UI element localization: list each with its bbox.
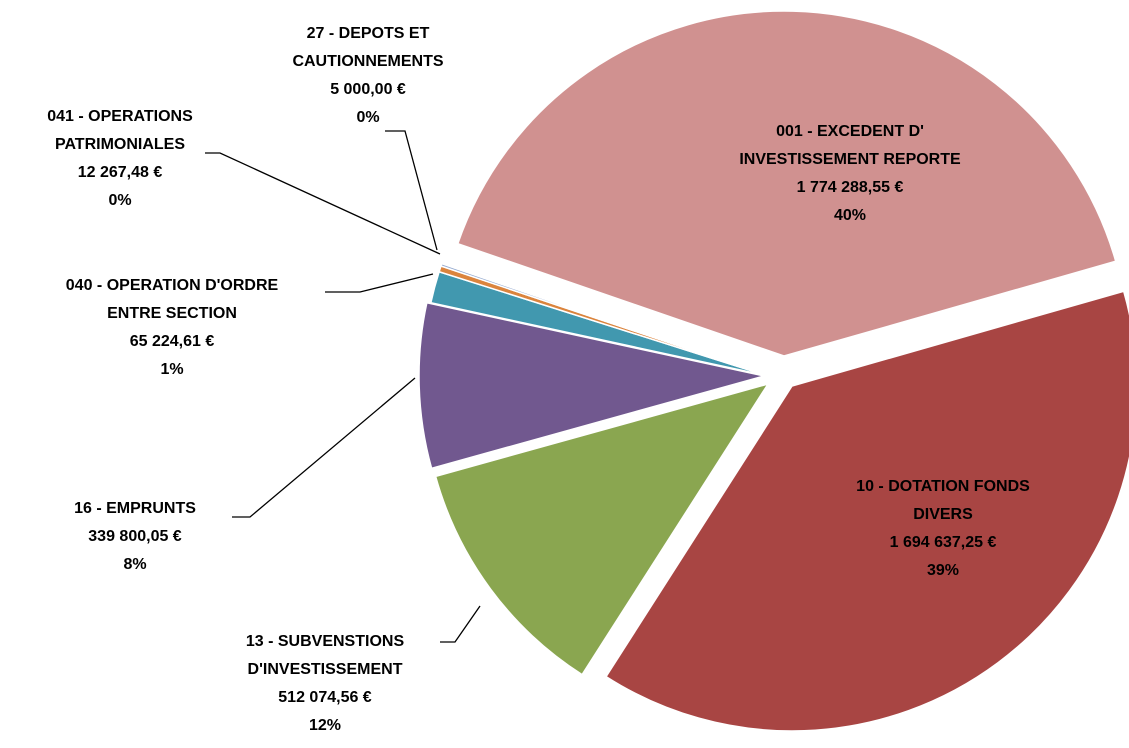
data-label: 041 - OPERATIONS PATRIMONIALES 12 267,48 … <box>20 103 220 215</box>
data-label: 001 - EXCEDENT D' INVESTISSEMENT REPORTE… <box>720 118 980 230</box>
leader-line <box>325 273 434 293</box>
pie-slice <box>440 262 769 377</box>
percent-label: 0% <box>356 109 380 126</box>
percent-label: 8% <box>123 556 147 573</box>
percent-label: 0% <box>108 192 132 209</box>
leader-line <box>232 377 416 518</box>
slice-name: 040 - OPERATION D'ORDRE ENTRE SECTION <box>65 277 279 322</box>
data-label: 13 - SUBVENSTIONS D'INVESTISSEMENT 512 07… <box>225 628 425 740</box>
slice-name: 16 - EMPRUNTS <box>74 500 196 517</box>
amount-label: 1 694 637,25 € <box>889 534 997 551</box>
pie-slice <box>418 301 765 470</box>
slice-name: 041 - OPERATIONS PATRIMONIALES <box>47 108 193 153</box>
amount-label: 339 800,05 € <box>88 528 182 545</box>
slice-name: 001 - EXCEDENT D' INVESTISSEMENT REPORTE <box>739 123 961 168</box>
data-label: 27 - DEPOTS ET CAUTIONNEMENTS 5 000,00 € 0… <box>263 20 473 132</box>
amount-label: 65 224,61 € <box>129 333 215 350</box>
data-label: 040 - OPERATION D'ORDRE ENTRE SECTION 65 … <box>42 272 302 384</box>
slice-name: 10 - DOTATION FONDS DIVERS <box>856 478 1030 523</box>
pie-slice <box>434 382 770 676</box>
amount-label: 512 074,56 € <box>278 689 372 706</box>
leader-line <box>440 605 481 643</box>
percent-label: 40% <box>833 207 867 224</box>
amount-label: 1 774 288,55 € <box>796 179 904 196</box>
slice-name: 13 - SUBVENSTIONS D'INVESTISSEMENT <box>245 633 405 678</box>
pie-slice <box>456 10 1117 357</box>
percent-label: 39% <box>926 562 960 579</box>
amount-label: 12 267,48 € <box>77 164 163 181</box>
pie-slice <box>605 290 1129 732</box>
amount-label: 5 000,00 € <box>330 81 406 98</box>
leader-line <box>205 152 441 255</box>
slice-name: 27 - DEPOTS ET CAUTIONNEMENTS <box>292 25 444 70</box>
percent-label: 12% <box>308 717 342 734</box>
percent-label: 1% <box>160 361 184 378</box>
data-label: 10 - DOTATION FONDS DIVERS 1 694 637,25 €… <box>841 473 1046 585</box>
leader-line <box>385 130 438 251</box>
data-label: 16 - EMPRUNTS 339 800,05 € 8% <box>45 495 225 579</box>
